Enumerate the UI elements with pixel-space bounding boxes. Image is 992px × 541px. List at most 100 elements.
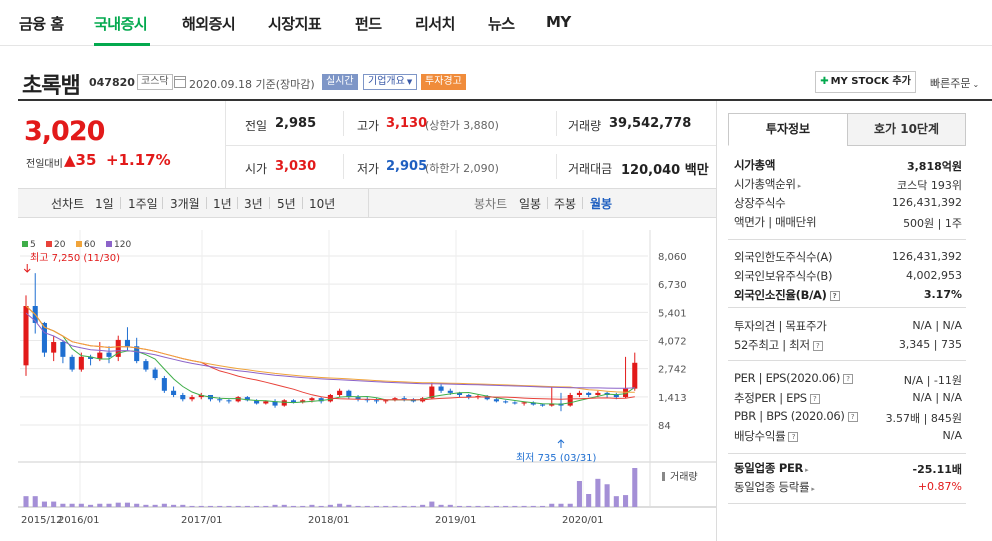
period-1w[interactable]: 1주일 [128,197,158,211]
info-label-text: 외국인한도주식수(A) [734,250,833,264]
quote-divider [343,154,344,179]
candle-daily[interactable]: 일봉 [519,197,542,211]
volume-bar [171,504,177,507]
info-label: PBR | BPS (2020.06)? [734,409,858,423]
change-percent: +1.17% [106,151,171,169]
info-label: 52주최고 | 최저? [734,337,823,353]
line-chart-label[interactable]: 선차트 [51,197,85,211]
volume-bar [401,505,407,507]
volume-bar [281,504,287,507]
chevron-right-icon[interactable]: ▸ [811,485,815,493]
tab-orderbook[interactable]: 호가 10단계 [847,113,966,146]
period-3m[interactable]: 3개월 [170,197,200,211]
info-label: 투자의견 | 목표주가 [734,318,827,334]
candle-weekly[interactable]: 주봉 [554,197,577,211]
quick-order-dropdown[interactable]: 빠른주문 ⌄ [930,75,979,91]
company-overview-dropdown[interactable]: 기업개요 ▼ [363,74,418,90]
volume-bar [106,503,112,507]
nav-news[interactable]: 뉴스 [488,15,515,33]
x-tick-label: 2019/01 [435,515,477,526]
volume-bar [613,496,619,507]
upper-limit: (상한가 3,880) [425,119,499,132]
info-value: -25.11배 [912,463,962,476]
period-1y[interactable]: 1년 [213,197,232,211]
help-icon[interactable]: ? [847,411,858,422]
lower-limit: (하한가 2,090) [425,162,499,175]
info-value: N/A | N/A [912,319,962,332]
quick-order-label: 빠른주문 [930,77,971,90]
candle-body [429,386,435,399]
info-value: 126,431,392 [892,250,962,263]
toolbar-separator [582,197,583,209]
help-icon[interactable]: ? [809,393,820,404]
toolbar-separator [302,197,303,209]
volume-bar [466,505,472,507]
nav-fund[interactable]: 펀드 [355,15,382,33]
add-mystock-button[interactable]: ✚ MY STOCK 추가 [815,71,916,93]
info-label-text: 동일업종 등락률 [734,480,810,494]
volume-bar [60,503,66,507]
help-icon[interactable]: ? [788,431,799,442]
nav-my[interactable]: MY [546,13,571,31]
info-label: 배당수익률? [734,428,799,444]
help-icon[interactable]: ? [812,340,823,351]
nav-overseas-stock[interactable]: 해외증시 [182,15,236,33]
realtime-badge[interactable]: 실시간 [322,74,358,90]
candle-body [198,394,204,398]
help-icon[interactable]: ? [843,373,854,384]
candle-monthly[interactable]: 월봉 [590,197,613,211]
period-3y[interactable]: 3년 [244,197,263,211]
nav-research[interactable]: 리서치 [415,15,455,33]
tab-investment-info[interactable]: 투자정보 [728,113,848,146]
candle-body [530,402,536,405]
info-label: 시가총액 [734,157,775,173]
info-label: 추정PER | EPS? [734,390,820,406]
nav-finance-home[interactable]: 금융 홈 [19,15,64,33]
legend-label: 20 [54,240,66,250]
candle-body [106,352,112,357]
toolbar-separator [368,189,369,217]
legend-label: 120 [114,240,131,250]
info-label: 상장주식수 [734,195,786,211]
top-nav: 금융 홈 국내증시 해외증시 시장지표 펀드 리서치 뉴스 MY [0,0,992,46]
info-value: 3.17% [923,288,962,301]
period-5y[interactable]: 5년 [277,197,296,211]
candle-body [152,369,158,379]
volume-bar [180,504,186,507]
volume-bar [69,503,75,507]
help-icon[interactable]: ? [829,290,840,301]
quote-date: 2020.09.18 기준(장마감) [189,78,315,91]
high-annotation: 최고 7,250 (11/30) [30,252,120,264]
candle-body [281,400,287,406]
volume-bar [189,505,195,507]
candle-body [97,352,103,359]
nav-market-index[interactable]: 시장지표 [268,15,322,33]
info-label: PER | EPS(2020.06)? [734,371,854,385]
nav-domestic-stock[interactable]: 국내증시 [94,15,148,33]
volume-bar [198,505,204,507]
candle-body [272,401,278,406]
info-value: 126,431,392 [892,196,962,209]
y-tick-label: 5,401 [658,308,687,319]
period-1d[interactable]: 1일 [95,197,114,211]
info-label-text: PBR | BPS (2020.06) [734,409,845,423]
y-tick-label: 6,730 [658,280,687,291]
volume-bar [161,503,167,507]
volume-bar [143,504,149,507]
period-10y[interactable]: 10년 [309,197,336,211]
candle-body [244,397,250,401]
volume-bar [115,502,121,507]
info-label-text: 추정PER | EPS [734,391,807,405]
candle-body [595,392,601,395]
panel-separator [728,307,966,308]
market-badge: 코스닥 [137,74,173,90]
nav-active-underline [94,43,150,46]
chevron-right-icon[interactable]: ▸ [797,182,802,190]
volume-bar [392,505,398,507]
stock-candle-chart[interactable]: 8,060 6,730 5,401 4,072 2,742 1,413 84 5 20 60 120… [18,230,716,541]
volume-axis-label: 거래량 [670,471,698,483]
volume-bar [530,505,536,507]
info-label-text: PER | EPS(2020.06) [734,371,841,385]
volume-bar [32,496,38,507]
chevron-right-icon[interactable]: ▸ [805,466,809,474]
